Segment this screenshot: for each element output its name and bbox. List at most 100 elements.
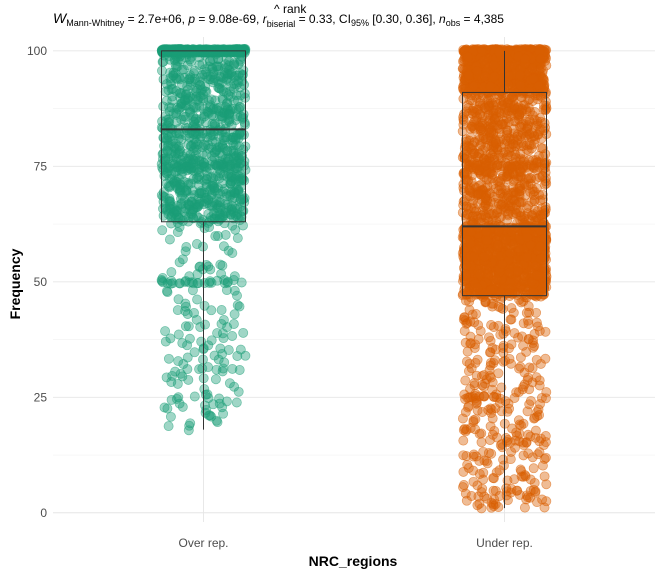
data-point [232,290,242,301]
data-point [481,160,492,171]
data-point [534,126,545,137]
data-point [509,100,520,111]
data-point [231,169,242,180]
data-point [170,138,181,149]
subtitle-stat-symbol: W [53,10,68,26]
data-point [472,65,483,76]
data-point [228,275,239,285]
subtitle-n-subscript: obs [446,18,461,28]
data-point [540,104,551,115]
data-point [517,284,528,295]
data-point [483,447,494,458]
data-point [234,215,245,226]
data-point [488,473,499,483]
subtitle-ci-value: [0.30, 0.36], [369,12,439,26]
data-point [476,487,487,498]
data-point [491,138,502,149]
data-point [491,105,501,116]
data-point [206,189,217,200]
data-point [217,260,228,271]
data-point [481,226,492,237]
x-tick-label: Over rep. [178,536,228,550]
data-point [472,244,483,255]
data-point [174,278,185,289]
data-point [514,70,525,81]
data-point [158,164,169,175]
grid-layer [53,37,655,522]
data-point [180,89,191,100]
data-point [194,45,205,56]
data-point [223,345,234,355]
data-point [160,326,171,337]
data-point [166,149,177,160]
data-point [519,502,530,513]
data-point [465,384,475,394]
data-point [535,253,546,264]
data-point [458,435,469,446]
data-point [203,261,214,272]
y-tick-label: 100 [27,44,47,58]
data-point [192,172,203,183]
data-point [184,271,195,282]
data-point [235,344,246,355]
data-point [486,404,497,415]
data-point [166,218,177,229]
data-point [172,305,183,316]
y-tick-label: 0 [40,506,47,520]
data-point [486,372,496,383]
data-point [461,356,472,367]
data-point [213,158,224,169]
data-point [174,72,185,83]
data-point [208,130,218,141]
data-point [535,241,546,252]
data-point [172,183,183,194]
data-point [233,70,244,81]
data-point [209,350,220,361]
data-point [212,417,223,428]
data-point [166,377,177,387]
data-point [223,245,234,256]
data-point [485,347,495,358]
data-point [193,200,204,210]
data-point [173,329,184,340]
data-point [517,105,528,116]
data-point [518,156,529,167]
data-point [496,119,507,130]
data-point [166,267,177,278]
data-point [223,109,234,120]
data-point [228,148,239,159]
data-point [532,497,542,508]
data-point [519,53,530,64]
data-point [486,119,496,129]
data-point [527,363,538,374]
data-point [512,485,523,496]
data-point [498,460,509,471]
data-point [523,200,534,211]
data-point [493,225,504,236]
data-point [205,276,216,287]
data-point [177,254,188,265]
x-tick-label: Under rep. [476,536,533,550]
data-point [485,81,496,92]
data-point [489,71,500,82]
data-point [488,322,499,332]
data-point [212,275,223,286]
data-point [463,366,474,377]
data-point [235,90,246,101]
data-point [217,328,228,339]
data-point [187,285,198,296]
x-tick-labels: Over rep. Under rep. [178,536,532,550]
data-point [161,286,172,297]
data-point [199,384,210,395]
data-point [506,226,517,237]
data-point [196,336,207,347]
data-point [468,465,479,476]
data-point [514,419,525,430]
data-point [203,362,214,373]
data-point [504,403,515,414]
data-point [219,63,230,74]
data-point [194,364,205,375]
data-point [223,90,234,101]
subtitle-stat-value: = 2.7e+06, [124,12,188,26]
data-point [185,418,196,429]
